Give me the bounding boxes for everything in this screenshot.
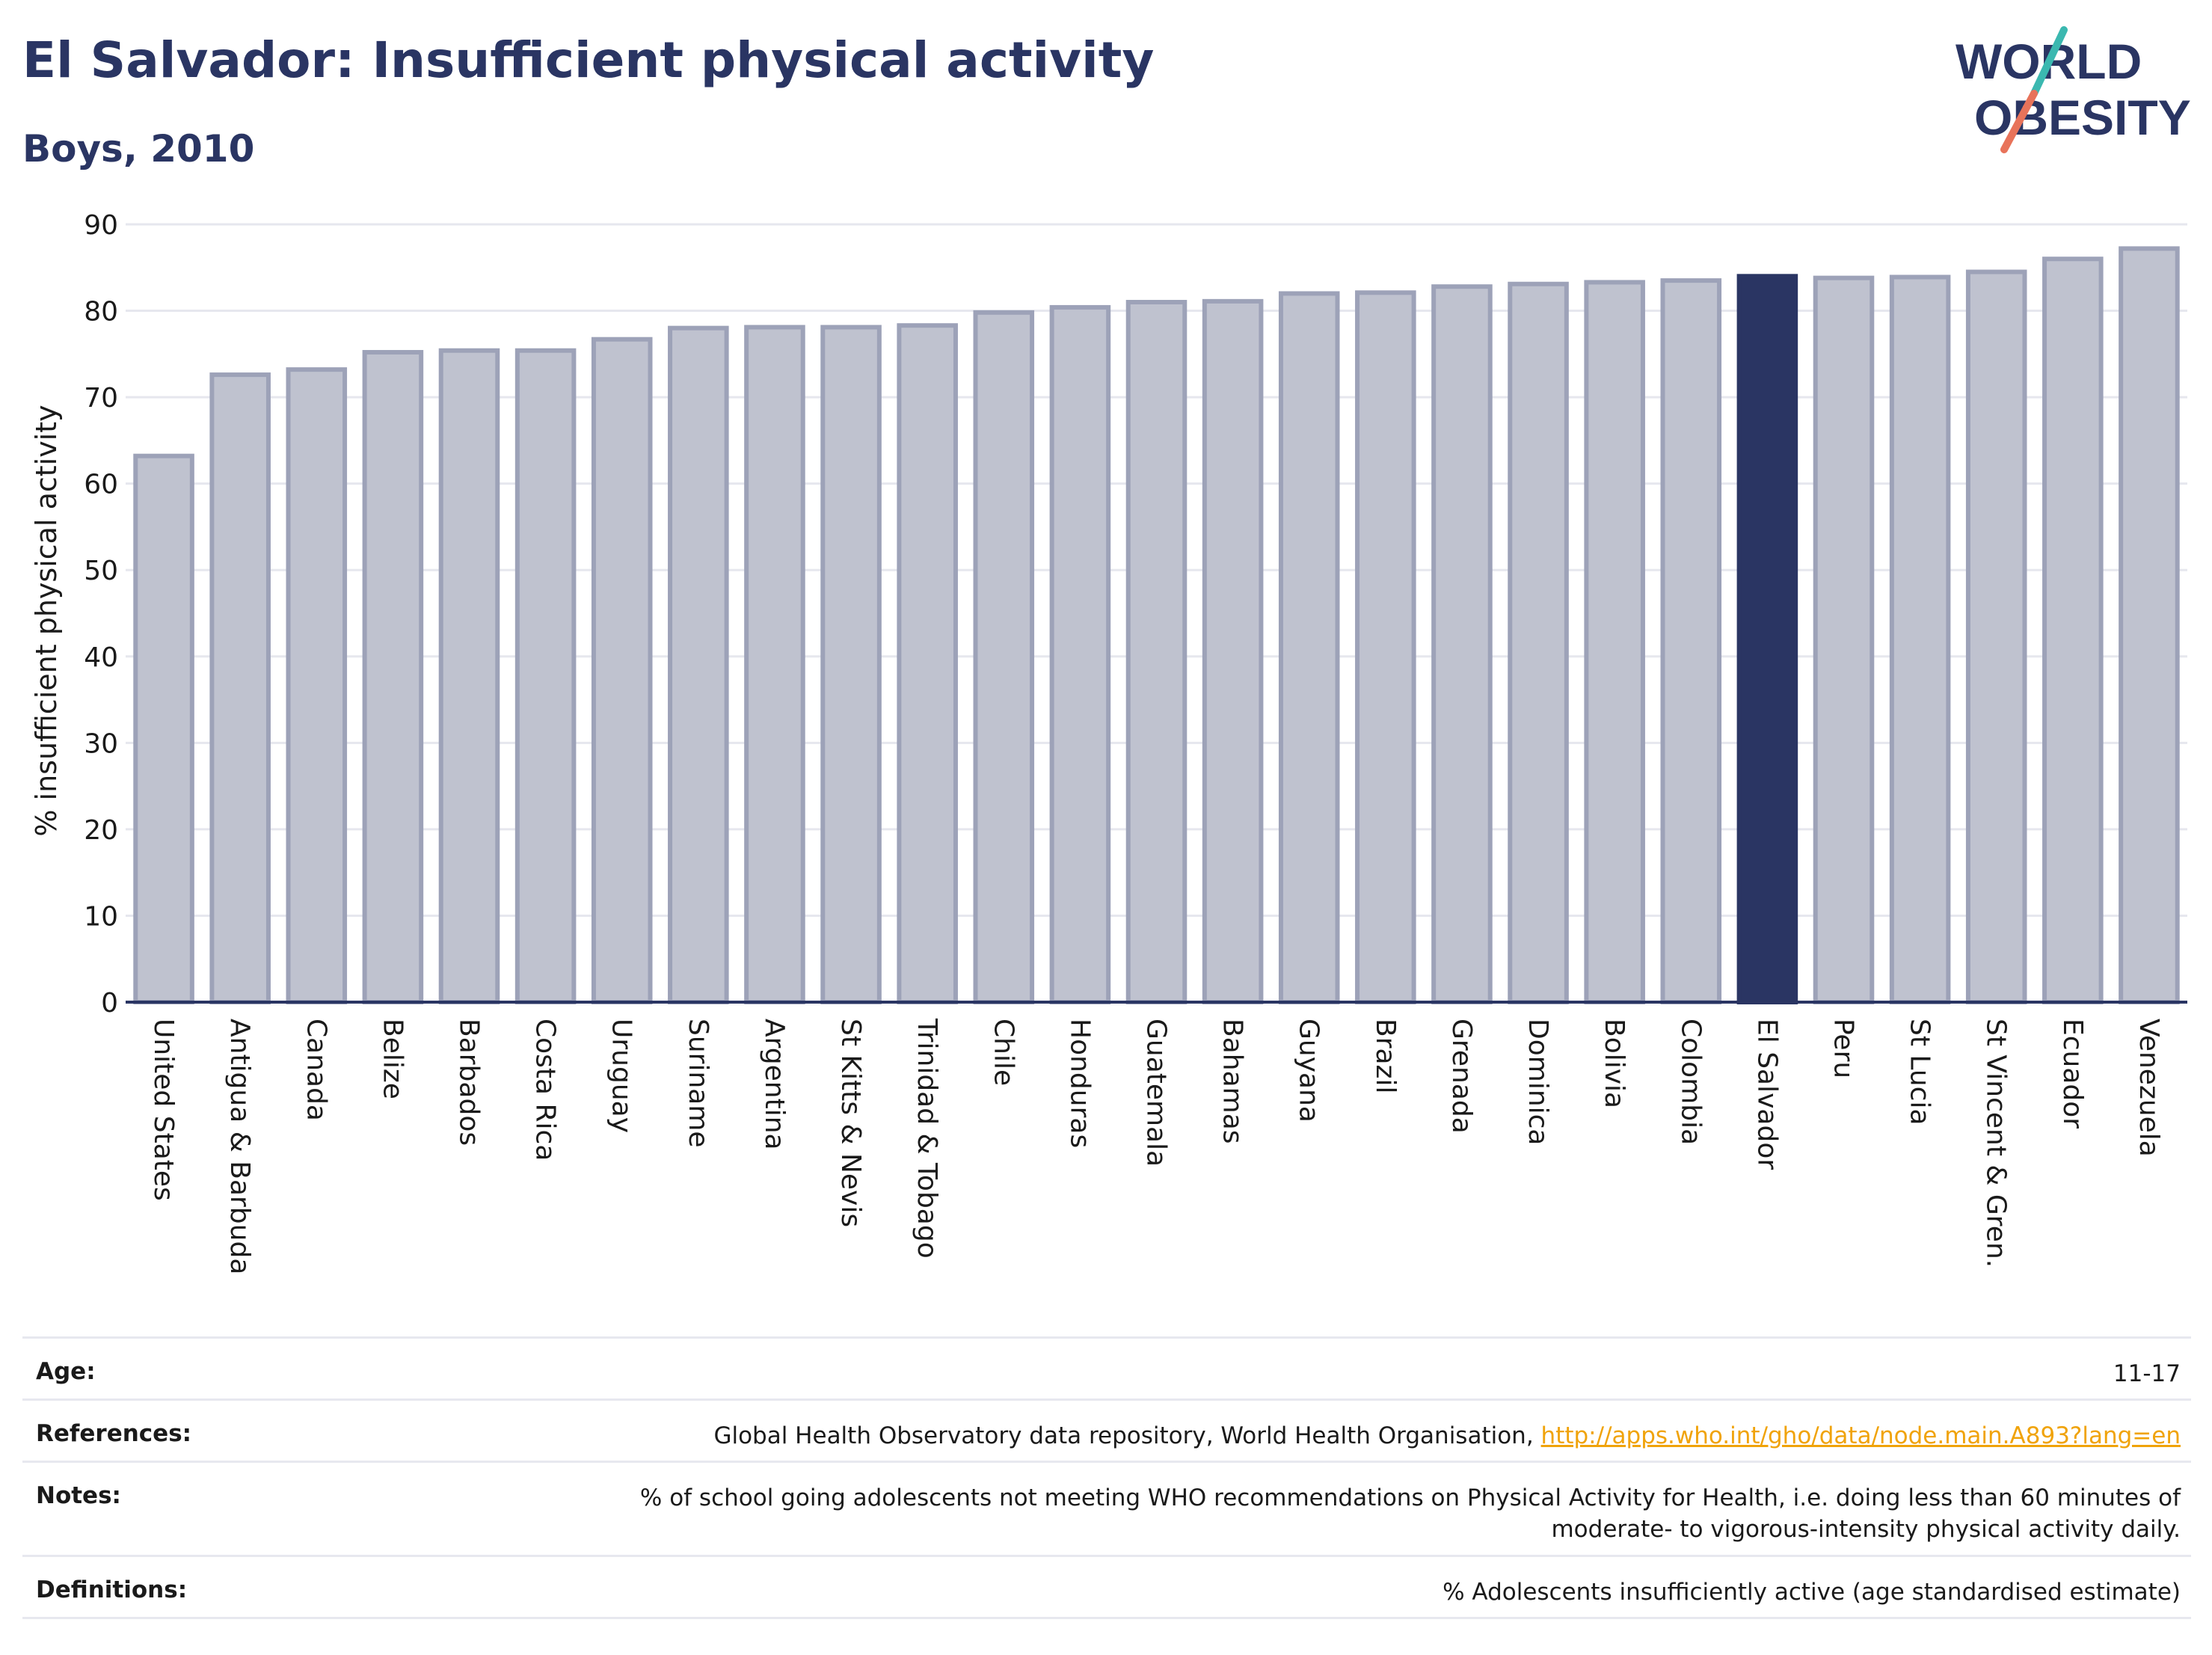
x-tick-label-argentina: Argentina [759, 1019, 790, 1150]
meta-row-notes: Notes: % of school going adolescents not… [22, 1461, 2191, 1555]
y-tick-label-40: 40 [84, 642, 118, 673]
logo-slash-bottom [2000, 90, 2038, 153]
y-tick-label-0: 0 [101, 988, 118, 1019]
x-tick-label-guyana: Guyana [1294, 1019, 1324, 1123]
world-obesity-logo: WORLD OBESITY [1956, 26, 2191, 153]
y-tick-label-70: 70 [84, 383, 118, 414]
x-tick-label-canada: Canada [301, 1019, 331, 1121]
meta-value-definitions: % Adolescents insufficiently active (age… [1443, 1579, 2181, 1606]
bar-chart: 0 10 20 30 40 50 60 70 80 90 % insufficient physic… [30, 210, 2187, 1274]
bar-canada [286, 367, 348, 1004]
meta-row-definitions: Definitions: % Adolescents insufficientl… [22, 1555, 2191, 1619]
meta-label-age: Age: [36, 1358, 96, 1385]
bar-el-salvador [1736, 274, 1798, 1005]
meta-label-definitions: Definitions: [36, 1576, 188, 1603]
x-tick-label-costa-rica: Costa Rica [530, 1019, 561, 1161]
x-tick-label-el-salvador: El Salvador [1751, 1019, 1782, 1170]
x-tick-label-trinidad-tobago: Trinidad & Tobago [912, 1018, 942, 1259]
bar-chile [973, 310, 1035, 1005]
y-tick-label-20: 20 [84, 815, 118, 846]
x-tick-label-bahamas: Bahamas [1217, 1019, 1248, 1144]
meta-row-age: Age: 11-17 [22, 1336, 2191, 1398]
x-tick-label-antigua-barbuda: Antigua & Barbuda [224, 1019, 255, 1274]
bar-st-kitts-nevis [820, 325, 882, 1004]
chart-title: El Salvador: Insufficient physical activ… [22, 31, 1155, 89]
bar-united-states [133, 453, 194, 1004]
x-tick-label-grenada: Grenada [1446, 1019, 1477, 1134]
meta-value-references: Global Health Observatory data repositor… [713, 1420, 2181, 1452]
x-tick-label-colombia: Colombia [1675, 1019, 1706, 1145]
bar-uruguay [591, 337, 653, 1004]
y-tick-label-80: 80 [84, 297, 118, 328]
bar-colombia [1660, 278, 1722, 1005]
bar-antigua-barbuda [209, 372, 271, 1005]
bar-barbados [438, 348, 500, 1004]
bar-dominica [1508, 281, 1569, 1004]
bar-honduras [1049, 304, 1111, 1004]
meta-value-age: 11-17 [2113, 1360, 2181, 1387]
x-tick-label-uruguay: Uruguay [606, 1019, 637, 1133]
x-tick-label-united-states: United States [148, 1019, 179, 1201]
bar-ecuador [2042, 257, 2104, 1004]
x-tick-label-honduras: Honduras [1064, 1019, 1095, 1148]
y-tick-label-90: 90 [84, 210, 118, 241]
metadata-table: Age: 11-17 References: Global Health Obs… [22, 1336, 2191, 1619]
bar-costa-rica [514, 348, 577, 1004]
logo-slash-top [2030, 26, 2068, 97]
x-tick-label-st-lucia: St Lucia [1905, 1019, 1935, 1126]
x-tick-label-st-kitts-nevis: St Kitts & Nevis [835, 1019, 866, 1227]
bar-trinidad-tobago [897, 323, 958, 1004]
bar-argentina [744, 325, 805, 1004]
references-text: Global Health Observatory data repositor… [713, 1422, 1534, 1449]
bar-bahamas [1202, 298, 1264, 1005]
x-tick-label-chile: Chile [988, 1019, 1019, 1086]
bar-venezuela [2119, 246, 2180, 1005]
bar-suriname [668, 325, 729, 1004]
x-tick-label-brazil: Brazil [1370, 1019, 1401, 1093]
y-tick-label-10: 10 [84, 901, 118, 932]
bar-st-lucia [1889, 274, 1951, 1004]
bar-peru [1813, 275, 1875, 1004]
x-tick-label-guatemala: Guatemala [1141, 1019, 1172, 1167]
y-tick-label-60: 60 [84, 470, 118, 500]
y-tick-label-30: 30 [84, 728, 118, 759]
x-tick-label-barbados: Barbados [454, 1019, 485, 1146]
bar-st-vincent-gren [1965, 269, 2027, 1004]
meta-label-references: References: [36, 1420, 192, 1447]
y-tick-label-50: 50 [84, 556, 118, 586]
bar-grenada [1431, 284, 1493, 1004]
x-tick-label-ecuador: Ecuador [2057, 1019, 2088, 1129]
meta-row-references: References: Global Health Observatory da… [22, 1398, 2191, 1461]
x-tick-label-suriname: Suriname [683, 1019, 713, 1148]
bar-belize [362, 350, 424, 1004]
bar-guatemala [1125, 300, 1188, 1004]
x-tick-label-peru: Peru [1828, 1019, 1859, 1078]
x-tick-label-dominica: Dominica [1523, 1019, 1553, 1146]
bar-brazil [1355, 290, 1416, 1004]
x-tick-label-bolivia: Bolivia [1599, 1019, 1629, 1108]
bar-bolivia [1584, 280, 1645, 1004]
y-axis-label: % insufficient physical activity [30, 405, 63, 836]
meta-label-notes: Notes: [36, 1482, 121, 1509]
bar-guyana [1278, 291, 1340, 1004]
chart-subtitle: Boys, 2010 [22, 127, 255, 171]
references-link[interactable]: http://apps.who.int/gho/data/node.main.A… [1540, 1422, 2181, 1449]
x-tick-label-venezuela: Venezuela [2133, 1019, 2164, 1157]
x-tick-label-belize: Belize [377, 1019, 408, 1099]
meta-value-notes: % of school going adolescents not meetin… [639, 1484, 2181, 1543]
x-tick-label-st-vincent-gren: St Vincent & Gren. [1981, 1019, 2012, 1268]
